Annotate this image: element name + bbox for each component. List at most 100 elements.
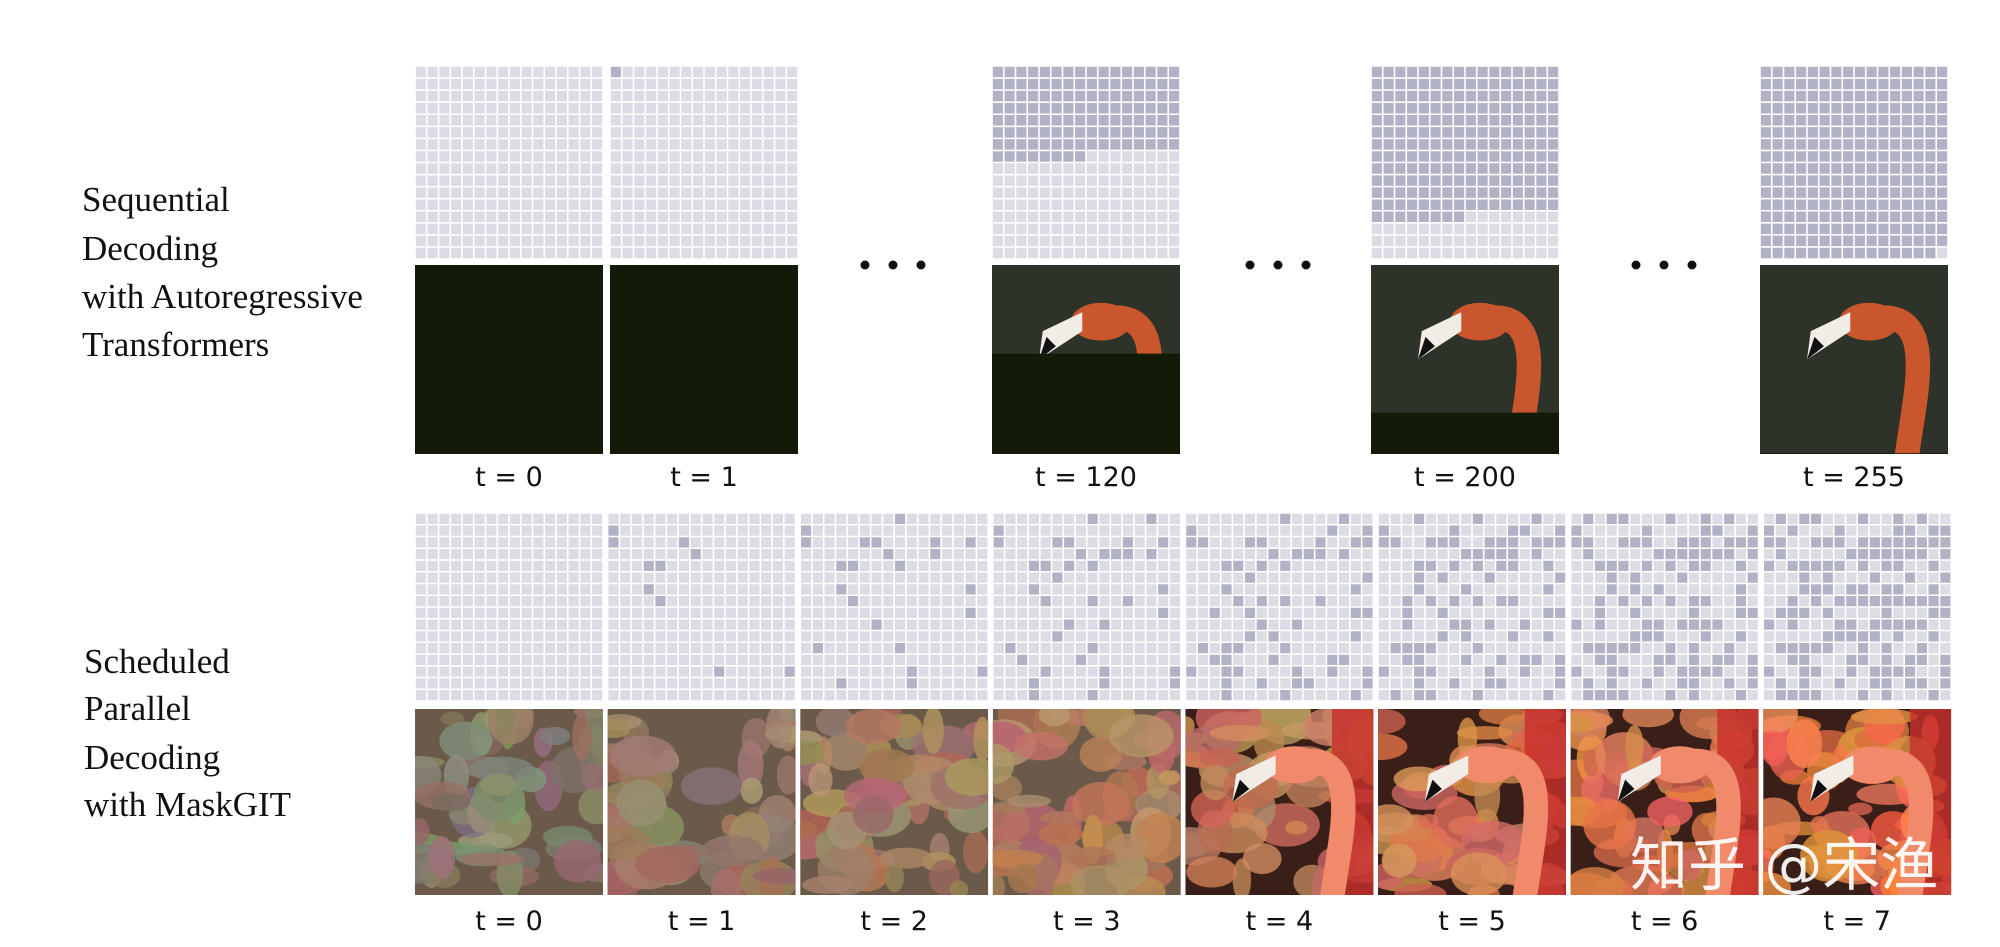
masked-token — [1892, 583, 1905, 596]
masked-token — [1664, 548, 1677, 560]
masked-token — [1783, 78, 1796, 91]
masked-token — [1771, 198, 1784, 211]
masked-token — [1830, 102, 1843, 115]
masked-token — [1877, 90, 1890, 103]
masked-token — [1027, 138, 1039, 151]
texture — [1381, 843, 1417, 878]
masked-token — [1062, 138, 1075, 151]
masked-token — [1441, 198, 1454, 211]
masked-token — [1453, 186, 1465, 199]
masked-token — [1121, 138, 1133, 151]
masked-token — [1771, 126, 1784, 139]
masked-token — [1629, 583, 1642, 596]
masked-token — [1892, 513, 1905, 525]
masked-token — [1460, 583, 1472, 596]
masked-token — [610, 66, 622, 79]
masked-token — [1523, 162, 1536, 175]
masked-token — [1429, 174, 1442, 187]
masked-token — [1594, 618, 1606, 631]
image-content — [607, 709, 796, 895]
masked-token — [1453, 114, 1465, 127]
flamingo-head — [1070, 302, 1132, 341]
masked-token — [1880, 595, 1893, 607]
masked-token — [1760, 90, 1772, 103]
masked-token — [1465, 138, 1477, 151]
masked-token — [1924, 186, 1937, 199]
masked-token — [1854, 174, 1866, 187]
step-label: t = 0 — [475, 462, 543, 493]
masked-token — [1453, 90, 1465, 103]
masked-token — [1394, 66, 1407, 79]
masked-token — [1097, 66, 1110, 79]
masked-token — [847, 595, 859, 607]
masked-token — [1472, 642, 1484, 654]
masked-token — [1050, 150, 1063, 163]
masked-token — [1786, 560, 1799, 572]
masked-token — [1821, 571, 1834, 584]
masked-token — [1472, 689, 1484, 701]
masked-token — [1535, 126, 1548, 139]
texture — [460, 852, 526, 866]
texture — [1079, 736, 1123, 772]
masked-token — [1512, 114, 1524, 127]
masked-token — [1783, 222, 1796, 235]
masked-token — [1688, 654, 1700, 666]
masked-token — [1382, 78, 1395, 91]
masked-token — [1735, 536, 1747, 549]
masked-token — [1086, 90, 1098, 103]
masked-token — [858, 536, 871, 549]
step-label: t = 120 — [1035, 462, 1137, 493]
masked-token — [1460, 654, 1472, 666]
masked-token — [1244, 607, 1256, 619]
masked-token — [1771, 210, 1784, 223]
masked-token — [964, 607, 977, 619]
masked-token — [1507, 524, 1519, 537]
masked-token — [1554, 571, 1566, 584]
masked-token — [1807, 222, 1819, 235]
masked-token — [1016, 654, 1029, 666]
masked-token — [1901, 234, 1913, 247]
masked-token — [1605, 665, 1618, 678]
masked-token — [1889, 246, 1901, 259]
masked-token — [1314, 548, 1327, 560]
masked-token — [1418, 174, 1430, 187]
sequential-label: Sequential Decoding with Autoregressive … — [82, 180, 363, 364]
masked-token — [1418, 78, 1430, 91]
masked-token — [1074, 126, 1086, 139]
masked-token — [1220, 583, 1233, 596]
masked-token — [1924, 222, 1937, 235]
masked-token — [1465, 126, 1477, 139]
masked-token — [1465, 78, 1477, 91]
masked-token — [1854, 138, 1866, 151]
masked-token — [1833, 595, 1846, 607]
masked-token — [1936, 174, 1948, 187]
texture — [616, 779, 667, 827]
masked-token — [1786, 607, 1799, 619]
masked-token — [1554, 524, 1566, 537]
masked-token — [1889, 138, 1901, 151]
masked-token — [1842, 246, 1854, 259]
masked-token — [1507, 536, 1519, 549]
masked-token — [1406, 198, 1418, 211]
masked-token — [1483, 677, 1496, 690]
masked-token — [1865, 198, 1878, 211]
texture — [1583, 799, 1637, 850]
masked-token — [1418, 114, 1430, 127]
masked-token — [1833, 677, 1846, 690]
masked-token — [1857, 654, 1869, 666]
masked-token — [1877, 186, 1890, 199]
masked-token — [1892, 524, 1905, 537]
masked-token — [1086, 560, 1099, 572]
masked-token — [1389, 642, 1402, 654]
masked-token — [1699, 618, 1712, 631]
masked-token — [1763, 618, 1775, 631]
image-bg — [415, 265, 603, 454]
masked-token — [1842, 138, 1854, 151]
masked-token — [1075, 548, 1087, 560]
masked-token — [1133, 102, 1145, 115]
masked-token — [1097, 114, 1110, 127]
masked-token — [1833, 630, 1846, 643]
masked-token — [1547, 186, 1559, 199]
masked-token — [1495, 595, 1508, 607]
masked-token — [1842, 198, 1854, 211]
